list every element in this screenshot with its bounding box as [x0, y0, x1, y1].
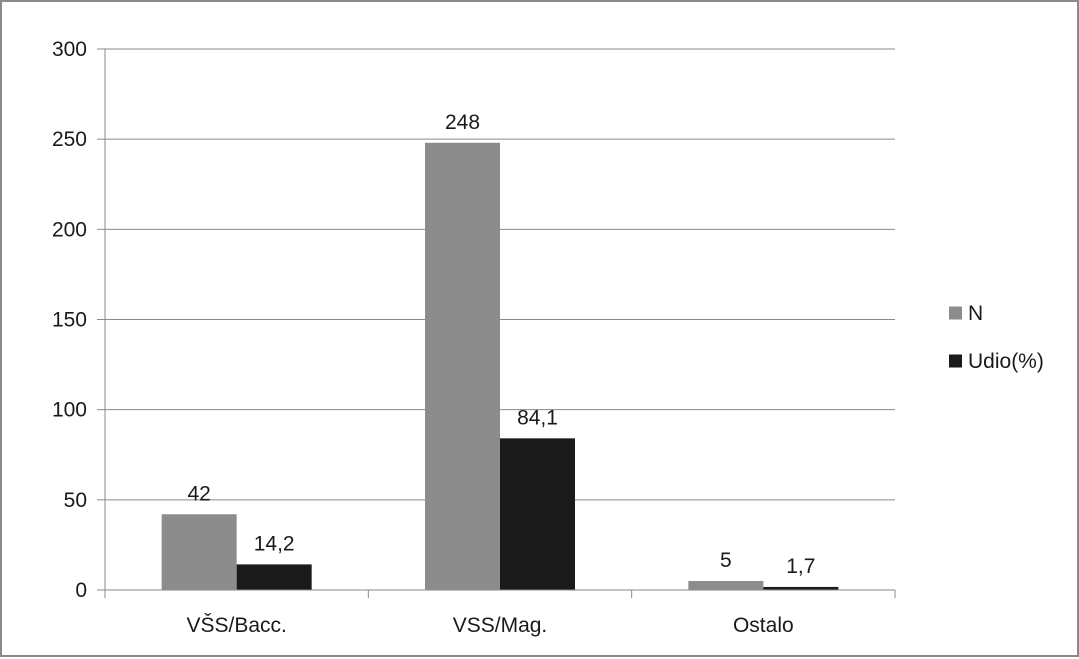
- data-label: 84,1: [517, 406, 558, 429]
- bar-n-2: [425, 142, 500, 591]
- y-tick-label: 150: [52, 309, 87, 332]
- y-tick-label: 100: [52, 399, 87, 422]
- legend-label: N: [968, 302, 983, 325]
- x-tick-label: VSS/Mag.: [453, 614, 548, 637]
- legend: N Udio(%): [949, 302, 1044, 373]
- legend-swatch-n: [949, 306, 962, 320]
- y-tick-label: 300: [52, 38, 87, 61]
- data-label: 248: [445, 111, 480, 134]
- axes: 0 50 100 150 200 250 300 VŠS/Bacc. VSS/Mag. Ostal…: [52, 38, 896, 637]
- bar-udio-1: [236, 564, 312, 590]
- bar-udio-3: [763, 586, 839, 590]
- legend-swatch-udio: [949, 354, 962, 368]
- data-label: 14,2: [254, 532, 295, 555]
- y-tick-label: 50: [64, 489, 87, 512]
- y-tick-label: 250: [52, 128, 87, 151]
- bar-n-1: [161, 514, 237, 590]
- y-tick-label: 200: [52, 218, 87, 241]
- legend-label: Udio(%): [968, 350, 1044, 373]
- data-label: 1,7: [786, 555, 815, 578]
- data-labels: 42 14,2 248 84,1 5 1,7: [187, 111, 815, 578]
- bar-udio-2: [500, 438, 575, 590]
- data-label: 5: [720, 549, 732, 572]
- bar-n-3: [688, 580, 764, 590]
- bars: [161, 142, 839, 591]
- x-tick-label: VŠS/Bacc.: [186, 614, 286, 637]
- data-label: 42: [187, 482, 210, 505]
- y-tick-label: 0: [75, 579, 87, 602]
- x-tick-label: Ostalo: [733, 614, 794, 637]
